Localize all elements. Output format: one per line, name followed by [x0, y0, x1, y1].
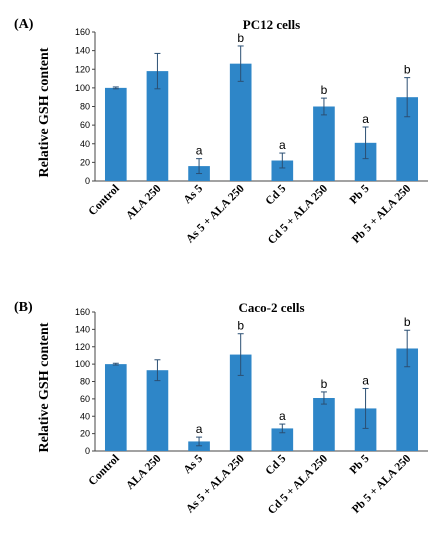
significance-label: b: [404, 63, 411, 77]
y-tick-label: 80: [80, 102, 90, 112]
y-tick-label: 140: [75, 46, 90, 56]
chart-panel-1: (A) PC12 cells Relative GSH content 0 20 40 60…: [14, 17, 428, 247]
y-tick-label: 100: [75, 83, 90, 93]
bar: [104, 364, 127, 451]
error-bar: [196, 436, 203, 447]
bar: [396, 348, 419, 451]
bar: [354, 408, 377, 451]
bar: [271, 428, 294, 451]
bar: [229, 63, 252, 181]
x-tick-label: Control: [86, 183, 121, 218]
bar: [313, 398, 335, 451]
x-tick-label: Cd 5: [263, 452, 288, 477]
error-bar: [279, 152, 286, 169]
y-tick-label: 120: [75, 342, 90, 352]
x-tick-label: As 5: [182, 452, 206, 476]
significance-label: a: [362, 112, 369, 126]
chart-title: Caco-2 cells: [238, 300, 304, 315]
error-bar: [154, 359, 161, 382]
significance-label: b: [321, 377, 328, 391]
y-tick-label: 40: [80, 139, 90, 149]
x-tick-label: ALA 250: [124, 182, 164, 222]
significance-label: b: [237, 319, 244, 333]
y-tick-label: 0: [85, 176, 90, 186]
significance-label: a: [196, 422, 203, 436]
significance-label: b: [237, 31, 244, 45]
y-axis-label: Relative GSH content: [37, 47, 52, 177]
y-tick-label: 0: [85, 446, 90, 456]
error-bar: [320, 391, 327, 405]
bar: [396, 97, 419, 181]
error-bar: [362, 387, 369, 429]
error-bar: [279, 423, 286, 434]
bar: [271, 160, 294, 181]
y-tick-label: 60: [80, 394, 90, 404]
error-bar: [112, 362, 119, 366]
x-tick-label: As 5: [182, 182, 206, 206]
bar: [354, 142, 377, 181]
significance-label: b: [404, 315, 411, 329]
significance-label: a: [279, 138, 286, 152]
error-bar: [112, 86, 119, 90]
bar: [313, 106, 335, 181]
chart-title: PC12 cells: [243, 17, 300, 32]
panel-label: (B): [14, 300, 33, 315]
x-tick-label: Control: [86, 453, 121, 488]
y-axis-label: Relative GSH content: [37, 322, 52, 452]
y-tick-label: 80: [80, 377, 90, 387]
y-tick-label: 160: [75, 27, 90, 37]
y-tick-label: 100: [75, 359, 90, 369]
chart-panel-2: (B) Caco-2 cells Relative GSH content 0 20 40…: [14, 300, 428, 517]
significance-label: a: [362, 373, 369, 387]
y-tick-label: 20: [80, 429, 90, 439]
error-bar: [154, 52, 161, 90]
y-tick-label: 20: [80, 157, 90, 167]
error-bar: [237, 333, 244, 376]
significance-label: a: [279, 409, 286, 423]
error-bar: [404, 329, 411, 368]
error-bar: [362, 126, 369, 160]
y-tick-label: 160: [75, 307, 90, 317]
x-tick-label: Pb 5: [348, 182, 372, 206]
error-bar: [237, 45, 244, 82]
y-tick-label: 60: [80, 120, 90, 130]
bar: [229, 354, 252, 451]
y-tick-label: 40: [80, 411, 90, 421]
error-bar: [196, 158, 203, 175]
x-tick-label: Cd 5: [263, 182, 288, 207]
y-tick-label: 140: [75, 324, 90, 334]
y-tick-label: 120: [75, 64, 90, 74]
bar: [146, 71, 169, 181]
error-bar: [404, 77, 411, 118]
significance-label: a: [196, 144, 203, 158]
x-tick-label: Pb 5: [348, 452, 372, 476]
error-bar: [320, 97, 327, 116]
panel-label: (A): [14, 17, 34, 32]
bar: [104, 87, 127, 181]
x-tick-label: ALA 250: [124, 452, 164, 492]
bar: [146, 370, 169, 451]
significance-label: b: [321, 83, 328, 97]
